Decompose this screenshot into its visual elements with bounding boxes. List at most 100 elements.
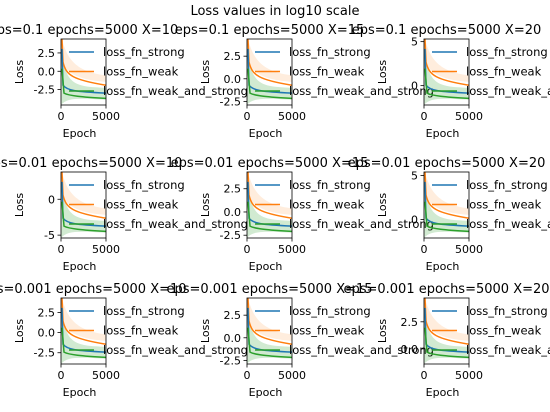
y-axis-label: Loss	[376, 319, 389, 343]
legend-label-loss_fn_strong: loss_fn_strong	[289, 178, 371, 192]
legend-label-loss_fn_weak_and_strong: loss_fn_weak_and_strong	[103, 84, 248, 98]
y-tick-label: -2.5	[220, 95, 241, 108]
x-tick-label: 5000	[455, 110, 483, 123]
x-axis-label: Epoch	[63, 260, 97, 273]
legend-label-loss_fn_weak: loss_fn_weak	[466, 65, 542, 79]
subplot-title: eps=0.001 epochs=5000 X=10	[0, 282, 187, 297]
x-tick-label: 0	[58, 369, 65, 382]
subplot-title: eps=0.1 epochs=5000 X=15	[175, 23, 365, 38]
axes-frame	[60, 297, 107, 365]
y-tick-label: 0.0	[224, 332, 242, 345]
line-loss_fn_weak_and_strong	[424, 68, 469, 100]
y-tick-label: 0.0	[38, 65, 56, 78]
x-tick-label: 0	[58, 110, 65, 123]
x-axis-label: Epoch	[426, 260, 460, 273]
y-tick-label: 0.0	[224, 206, 242, 219]
subplot-title: eps=0.01 epochs=5000 X=15	[171, 156, 369, 171]
legend-label-loss_fn_weak_and_strong: loss_fn_weak_and_strong	[289, 343, 434, 357]
x-tick-label: 5000	[455, 369, 483, 382]
y-tick-label: 0	[48, 193, 55, 206]
line-loss_fn_weak_and_strong	[247, 327, 292, 359]
x-tick-label: 5000	[278, 110, 306, 123]
legend-label-loss_fn_strong: loss_fn_strong	[289, 45, 371, 59]
y-tick-label: 2.5	[38, 47, 56, 60]
x-axis-label: Epoch	[426, 127, 460, 140]
y-tick-label: 0.0	[38, 327, 56, 340]
subplot-1: 0 5000 2.5 0.0 -2.5 Epoch Loss loss_fn_stronglo…	[0, 23, 248, 140]
subplot-5: 0 5000 2.5 0.0 -2.5 Epoch Loss loss_fn_stronglo…	[171, 156, 434, 273]
subplot-9: 0 50002.50.0EpochLossloss_fn_strongloss_f…	[343, 282, 550, 399]
axes-frame	[246, 171, 293, 239]
legend-label-loss_fn_weak_and_strong: loss_fn_weak_and_strong	[103, 343, 248, 357]
x-tick-label: 0	[244, 243, 251, 256]
legend-label-loss_fn_strong: loss_fn_strong	[466, 178, 548, 192]
y-tick-label: -2.5	[34, 84, 55, 97]
subplot-title: eps=0.01 epochs=5000 X=10	[0, 156, 182, 171]
subplot-6: 0 5000 5 0 Epoch Loss loss_fn_strong loss_fn_we…	[348, 156, 550, 273]
legend-label-loss_fn_weak: loss_fn_weak	[103, 324, 179, 338]
legend-label-loss_fn_weak_and_strong: loss_fn_weak_and_strong	[466, 217, 550, 231]
y-tick-label: 0	[411, 80, 418, 93]
x-axis-label: Epoch	[249, 127, 283, 140]
x-tick-label: 5000	[92, 243, 120, 256]
axes-frame	[246, 38, 293, 106]
legend: loss_fn_strong loss_fn_weak loss_fn_weak_a…	[69, 178, 248, 231]
x-tick-label: 5000	[92, 369, 120, 382]
axes-frame	[246, 297, 293, 365]
line-loss_fn_weak_and_strong	[424, 201, 469, 233]
y-tick-label: -2.5	[220, 229, 241, 242]
y-axis-label: Loss	[13, 193, 26, 217]
subplot-7: 0 5000 2.5 0.0 -2.5 Epoch Loss loss_fn_stronglo…	[0, 282, 248, 399]
axes-frame	[423, 297, 470, 365]
x-tick-label: 0	[421, 369, 428, 382]
line-loss_fn_weak_and_strong	[247, 201, 292, 233]
x-tick-label: 0	[244, 369, 251, 382]
y-axis-label: Loss	[199, 60, 212, 84]
line-loss_fn_weak_and_strong	[247, 68, 292, 100]
legend: loss_fn_strong loss_fn_weak loss_fn_weak_a…	[69, 45, 248, 98]
x-axis-label: Epoch	[249, 386, 283, 399]
y-tick-label: 0.0	[401, 343, 419, 356]
x-tick-label: 0	[421, 243, 428, 256]
axes-frame	[60, 38, 107, 106]
legend-label-loss_fn_strong: loss_fn_strong	[466, 45, 548, 59]
y-tick-label: 5	[411, 170, 418, 183]
legend-label-loss_fn_weak: loss_fn_weak	[103, 65, 179, 79]
legend-label-loss_fn_weak: loss_fn_weak	[289, 324, 365, 338]
y-tick-label: 5	[411, 36, 418, 49]
x-tick-label: 5000	[278, 243, 306, 256]
legend-label-loss_fn_weak_and_strong: loss_fn_weak_and_strong	[466, 84, 550, 98]
y-tick-label: -5	[44, 229, 55, 242]
legend-label-loss_fn_weak: loss_fn_weak	[289, 65, 365, 79]
axes-frame	[423, 38, 470, 106]
legend-label-loss_fn_weak: loss_fn_weak	[466, 324, 542, 338]
x-tick-label: 5000	[92, 110, 120, 123]
x-axis-label: Epoch	[63, 127, 97, 140]
subplot-title: eps=0.001 epochs=5000 X=20	[343, 282, 549, 297]
legend: loss_fn_strong loss_fn_weak loss_fn_weak_a…	[432, 45, 550, 98]
subplot-2: 0 5000 2.5 0.0 -2.5 Epoch Loss loss_fn_stronglo…	[175, 23, 434, 140]
legend-label-loss_fn_strong: loss_fn_strong	[103, 178, 185, 192]
y-axis-label: Loss	[13, 319, 26, 343]
subplot-8: 0 5000 2.5 0.0 -2.5 Epoch Loss loss_fn_stronglo…	[166, 282, 434, 399]
subplot-title: eps=0.001 epochs=5000 X=15	[166, 282, 372, 297]
x-tick-label: 0	[58, 243, 65, 256]
y-tick-label: 2.5	[224, 183, 242, 196]
subplot-4: 0 50000-5EpochLossloss_fn_strongloss_fn_w…	[0, 156, 248, 273]
legend-label-loss_fn_weak: loss_fn_weak	[103, 198, 179, 212]
y-axis-label: Loss	[376, 193, 389, 217]
legend-label-loss_fn_strong: loss_fn_strong	[103, 304, 185, 318]
line-loss_fn_weak_and_strong	[61, 201, 106, 233]
x-axis-label: Epoch	[249, 260, 283, 273]
legend: loss_fn_strong loss_fn_weak loss_fn_weak_a…	[432, 304, 550, 357]
y-tick-label: 2.5	[401, 316, 419, 329]
line-loss_fn_weak_and_strong	[424, 327, 469, 359]
legend-label-loss_fn_strong: loss_fn_strong	[289, 304, 371, 318]
subplot-grid: 0 50002.50.0-2.5EpochLossloss_fn_stronglo…	[0, 23, 550, 399]
axes-frame	[423, 171, 470, 239]
subplot-title: eps=0.1 epochs=5000 X=10	[0, 23, 178, 38]
y-axis-label: Loss	[199, 193, 212, 217]
legend-label-loss_fn_weak_and_strong: loss_fn_weak_and_strong	[289, 217, 434, 231]
legend-label-loss_fn_strong: loss_fn_strong	[103, 45, 185, 59]
y-tick-label: -2.5	[220, 354, 241, 367]
